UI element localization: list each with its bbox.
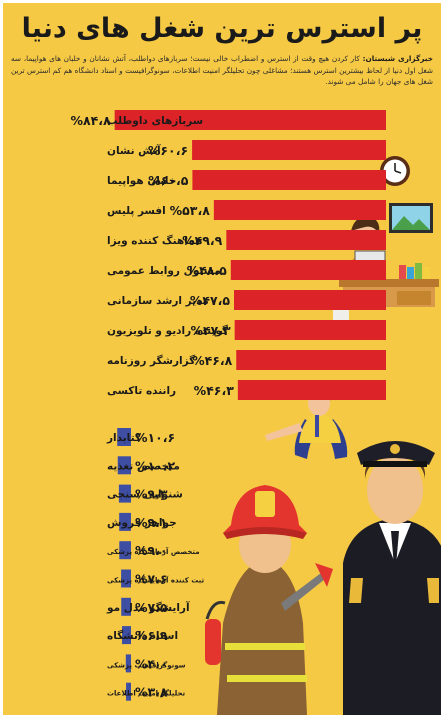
low-stress-category-label: سونوگرافیست پزشکی: [107, 660, 186, 669]
high-stress-value-label: %۴۶،۸: [192, 353, 233, 368]
high-stress-category-label: مدیر ارشد سازمانی: [107, 295, 209, 307]
low-stress-bar: [118, 484, 131, 503]
low-stress-bar: [119, 541, 131, 560]
high-stress-value-label: %۴۶،۳: [194, 383, 235, 398]
infographic-poster: پر استرس ترین شغل های دنیا خبرگزاری شبست…: [3, 3, 441, 715]
high-stress-category-label: گوینده رادیو و تلویزیون: [107, 324, 229, 337]
high-stress-bar: [237, 380, 386, 400]
high-stress-bar: [192, 140, 386, 160]
low-stress-bar: [117, 456, 131, 475]
high-stress-value-label: %۶۰،۵: [148, 173, 189, 188]
intro-paragraph: خبرگزاری شبستان: کار کردن هیچ وقت از است…: [11, 53, 433, 88]
low-stress-bar: [119, 512, 131, 531]
low-stress-category-label: شنوایی سنجی: [107, 489, 183, 501]
high-stress-value-label: %۴۷،۵: [190, 293, 231, 308]
high-stress-bar: [226, 230, 386, 250]
low-stress-category-label: متخصص تغذیه: [107, 460, 180, 472]
low-stress-category-label: ثبت کننده آزمایشگاه پزشکی: [107, 576, 205, 585]
low-stress-category-label: متخصص آزمایشگاه پزشکی: [107, 547, 200, 556]
high-stress-category-label: آتش نشان: [107, 144, 161, 157]
wall-clock-icon: [380, 156, 410, 186]
stress-bar-charts: سربازهای داوطلب%۸۴،۸ آتش نشان%۶۰،۶ خلبان ه…: [70, 110, 386, 701]
low-stress-value-label: %۴،۰: [135, 656, 168, 671]
low-stress-category-label: کتابدار: [106, 432, 142, 444]
low-stress-category-label: آرایشگر مدل مو: [106, 601, 190, 614]
high-stress-bar: [230, 260, 386, 280]
high-stress-value-label: %۴۹،۹: [182, 233, 223, 248]
low-stress-bar: [126, 682, 131, 701]
high-stress-category-label: راننده تاکسی: [107, 385, 176, 397]
low-stress-value-label: %۶،۹: [135, 628, 168, 643]
high-stress-bar: [234, 320, 386, 340]
low-stress-bar: [121, 569, 131, 588]
intro-text: کار کردن هیچ وقت از استرس و اضطراب خالی …: [11, 54, 433, 86]
low-stress-category-label: تحلیلگر امنیت اطلاعات: [107, 689, 186, 698]
high-stress-category-label: گزارشگر روزنامه: [107, 354, 196, 367]
page-title: پر استرس ترین شغل های دنیا: [21, 13, 423, 44]
high-stress-bar: [213, 200, 386, 220]
wall-picture-icon: [389, 203, 433, 233]
low-stress-value-label: %۱۰،۲: [135, 458, 176, 473]
low-stress-bar: [121, 597, 131, 616]
high-stress-category-label: مسئول روابط عمومی: [107, 265, 221, 277]
low-stress-category-label: جواهر فروش: [107, 517, 177, 529]
low-stress-bar: [117, 428, 131, 446]
high-stress-bar: [192, 170, 386, 190]
presenter-man-illustration: [265, 386, 348, 459]
high-stress-category-label: خلبان هواپیما: [107, 175, 176, 187]
low-stress-bar: [122, 626, 131, 645]
low-stress-value-label: %۱۰،۶: [135, 430, 175, 445]
low-stress-value-label: %۹،۱: [135, 515, 168, 530]
high-stress-bar: [114, 110, 386, 130]
high-stress-bar: [236, 350, 386, 370]
high-stress-value-label: %۴۷،۳: [190, 323, 231, 338]
high-stress-category-label: سربازهای داوطلب: [107, 115, 203, 127]
intro-source: خبرگزاری شبستان:: [362, 54, 433, 63]
high-stress-value-label: %۶۰،۶: [148, 143, 188, 158]
low-stress-category-label: استاد دانشگاه: [107, 629, 178, 642]
low-stress-value-label: %۹،۰: [135, 543, 168, 558]
high-stress-bar: [234, 290, 386, 310]
low-stress-bar: [125, 654, 131, 673]
firefighter-illustration: [205, 485, 333, 715]
high-stress-value-label: %۸۴،۸: [70, 113, 111, 128]
high-stress-category-label: هماهنگ کننده ویزا: [107, 234, 202, 247]
low-stress-value-label: %۷،۶: [135, 572, 168, 587]
low-stress-value-label: %۳،۸: [135, 685, 168, 700]
high-stress-value-label: %۵۳،۸: [170, 203, 211, 218]
low-stress-value-label: %۹،۳: [135, 487, 168, 502]
high-stress-category-label: افسر پلیس: [107, 205, 166, 217]
low-stress-value-label: %۷،۵: [135, 600, 168, 615]
high-stress-value-label: %۴۸،۵: [187, 263, 228, 278]
pilot-illustration: [343, 441, 441, 715]
